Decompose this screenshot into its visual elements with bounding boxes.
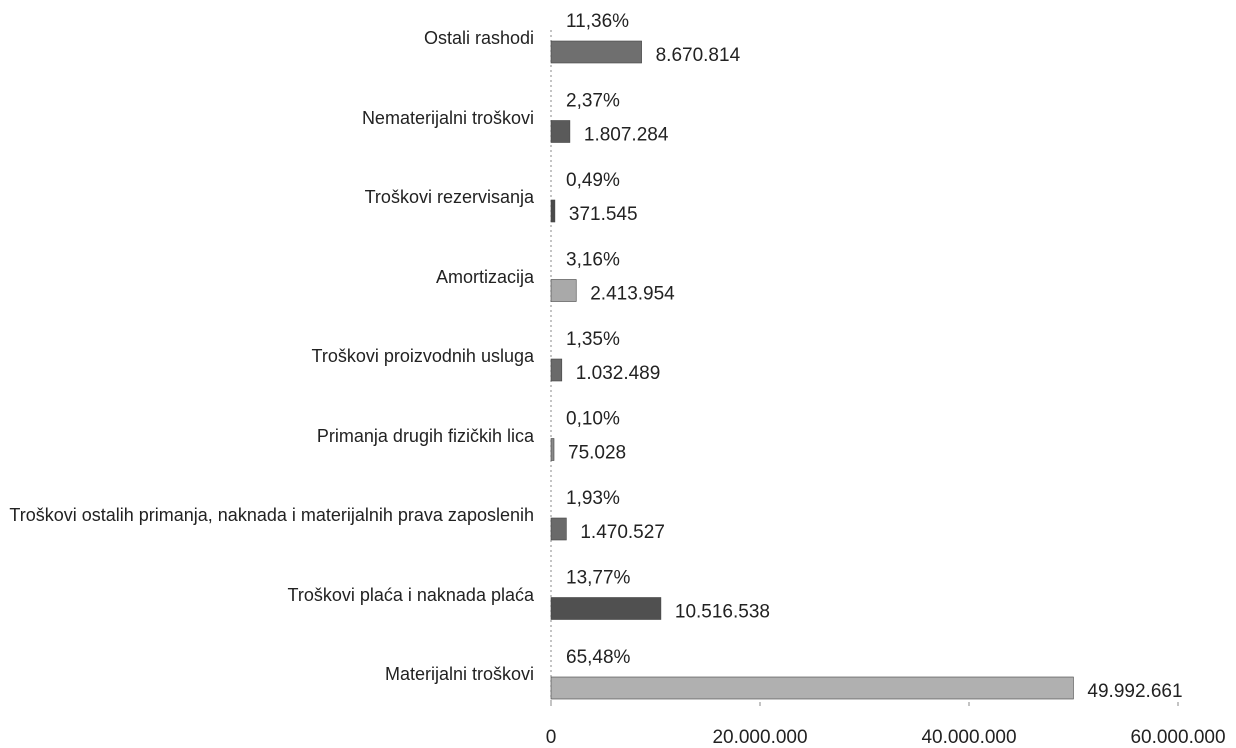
- category-label: Troškovi plaća i naknada plaća: [287, 584, 534, 605]
- category-label: Ostali rashodi: [423, 28, 534, 48]
- share-label: 0,10%: [566, 409, 620, 430]
- bar: [550, 358, 563, 382]
- bar: [550, 199, 556, 223]
- category-label: Troškovi ostalih primanja, naknada i mat…: [9, 505, 534, 525]
- category-label-box: Troškovi rezervisanja: [0, 185, 534, 209]
- bar: [550, 676, 1074, 700]
- bar: [550, 279, 577, 302]
- category-label-box: Ostali rashodi: [0, 26, 534, 50]
- category-label-box: Amortizacija: [0, 265, 534, 289]
- category-label-box: Materijalni troškovi: [0, 662, 534, 686]
- value-label: 75.028: [568, 443, 626, 464]
- x-tick-label: 20.000.000: [712, 727, 807, 748]
- value-label: 8.670.814: [656, 45, 741, 66]
- category-label: Troškovi proizvodnih usluga: [311, 346, 534, 366]
- bar: [550, 120, 571, 143]
- share-label: 11,36%: [566, 11, 629, 32]
- value-label: 49.992.661: [1087, 681, 1182, 702]
- value-label: 1.470.527: [580, 522, 665, 543]
- category-label: Primanja drugih fizičkih lica: [316, 425, 534, 446]
- category-label-box: Primanja drugih fizičkih lica: [0, 424, 534, 448]
- share-label: 1,93%: [566, 488, 620, 509]
- bar: [550, 438, 555, 461]
- bar: [550, 40, 642, 64]
- category-label: Materijalni troškovi: [384, 664, 534, 684]
- category-label: Amortizacija: [435, 266, 534, 287]
- value-label: 371.545: [569, 204, 638, 225]
- share-label: 0,49%: [566, 170, 620, 191]
- value-label: 2.413.954: [590, 284, 675, 305]
- value-label: 1.032.489: [576, 363, 661, 384]
- share-label: 65,48%: [566, 647, 631, 668]
- value-label: 10.516.538: [675, 602, 770, 623]
- x-tick-label: 40.000.000: [921, 727, 1016, 748]
- value-label: 1.807.284: [584, 125, 669, 146]
- share-label: 13,77%: [566, 568, 631, 589]
- category-label-box: Troškovi proizvodnih usluga: [0, 344, 534, 368]
- x-tick-label: 60.000.000: [1130, 727, 1225, 748]
- category-label: Troškovi rezervisanja: [364, 187, 534, 207]
- category-label-box: Troškovi plaća i naknada plaća: [0, 583, 534, 607]
- share-label: 2,37%: [566, 91, 620, 112]
- category-label-box: Troškovi ostalih primanja, naknada i mat…: [0, 503, 534, 527]
- share-label: 1,35%: [566, 329, 620, 350]
- category-label: Nematerijalni troškovi: [361, 107, 534, 128]
- bar: [550, 597, 662, 620]
- category-label-box: Nematerijalni troškovi: [0, 106, 534, 130]
- bar: [550, 517, 567, 541]
- share-label: 3,16%: [566, 250, 620, 271]
- x-tick-label: 0: [546, 727, 557, 748]
